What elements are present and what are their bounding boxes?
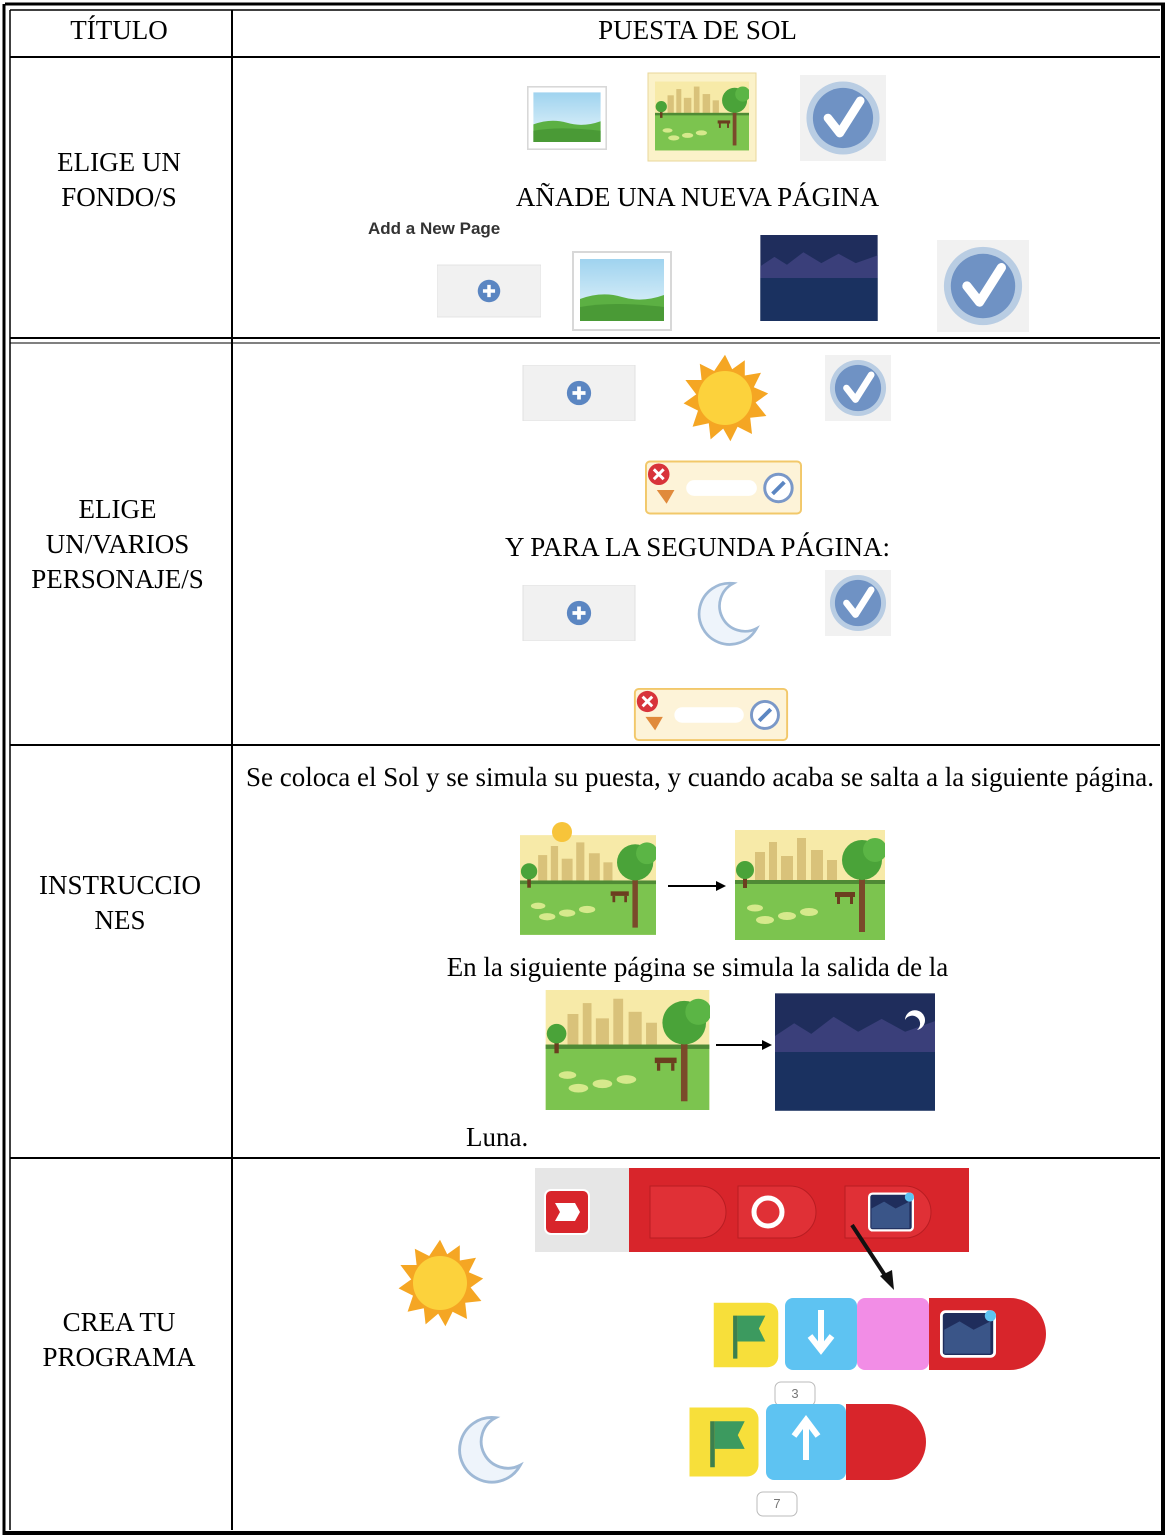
moon-character [697, 581, 758, 646]
instructions-text: En la siguiente página se simula la sali… [446, 952, 949, 982]
day-scene [545, 990, 710, 1110]
character-bar [632, 688, 790, 741]
block-value: 3 [791, 1386, 799, 1401]
row-label: CREA TU PROGRAMA [42, 1307, 196, 1372]
block-value: 7 [773, 1496, 781, 1511]
moon-character [458, 1415, 522, 1484]
instructions-text: Se coloca el Sol y se simula su puesta, … [246, 762, 1154, 792]
sunset-end [735, 830, 885, 940]
block-palette [535, 1168, 969, 1252]
background-icon [527, 85, 607, 151]
add-page-button [437, 265, 541, 317]
sun-program [714, 1298, 1046, 1407]
arrow [668, 881, 726, 891]
check-button [825, 570, 891, 636]
arrow [716, 1040, 772, 1050]
caption: AÑADE UNA NUEVA PÁGINA [515, 182, 880, 212]
character-bar [645, 460, 802, 515]
instructions-text: Luna. [466, 1122, 529, 1152]
night-background [760, 235, 878, 321]
row-label: ELIGE UN/VARIOS PERSONAJE/S [31, 494, 204, 594]
arrow [850, 1223, 894, 1290]
add-character-button [523, 585, 635, 641]
sun-character [683, 354, 769, 442]
check-button [937, 240, 1029, 332]
sun-character [398, 1239, 484, 1327]
moonrise-scene [775, 993, 935, 1111]
park-thumbnail [647, 72, 757, 162]
moon-program [690, 1404, 926, 1517]
tooltip: Add a New Page [368, 219, 501, 238]
row-label: INSTRUCCIONES [38, 870, 201, 935]
header-label: TÍTULO [70, 15, 168, 45]
add-character-button [523, 365, 635, 421]
sunset-start [520, 822, 656, 935]
header-title: PUESTA DE SOL [598, 15, 797, 45]
caption: Y PARA LA SEGUNDA PÁGINA: [504, 532, 891, 562]
row-label: ELIGE UN FONDO/S [57, 147, 181, 212]
background-icon [572, 250, 672, 332]
check-button [800, 75, 886, 161]
check-button [825, 355, 891, 421]
